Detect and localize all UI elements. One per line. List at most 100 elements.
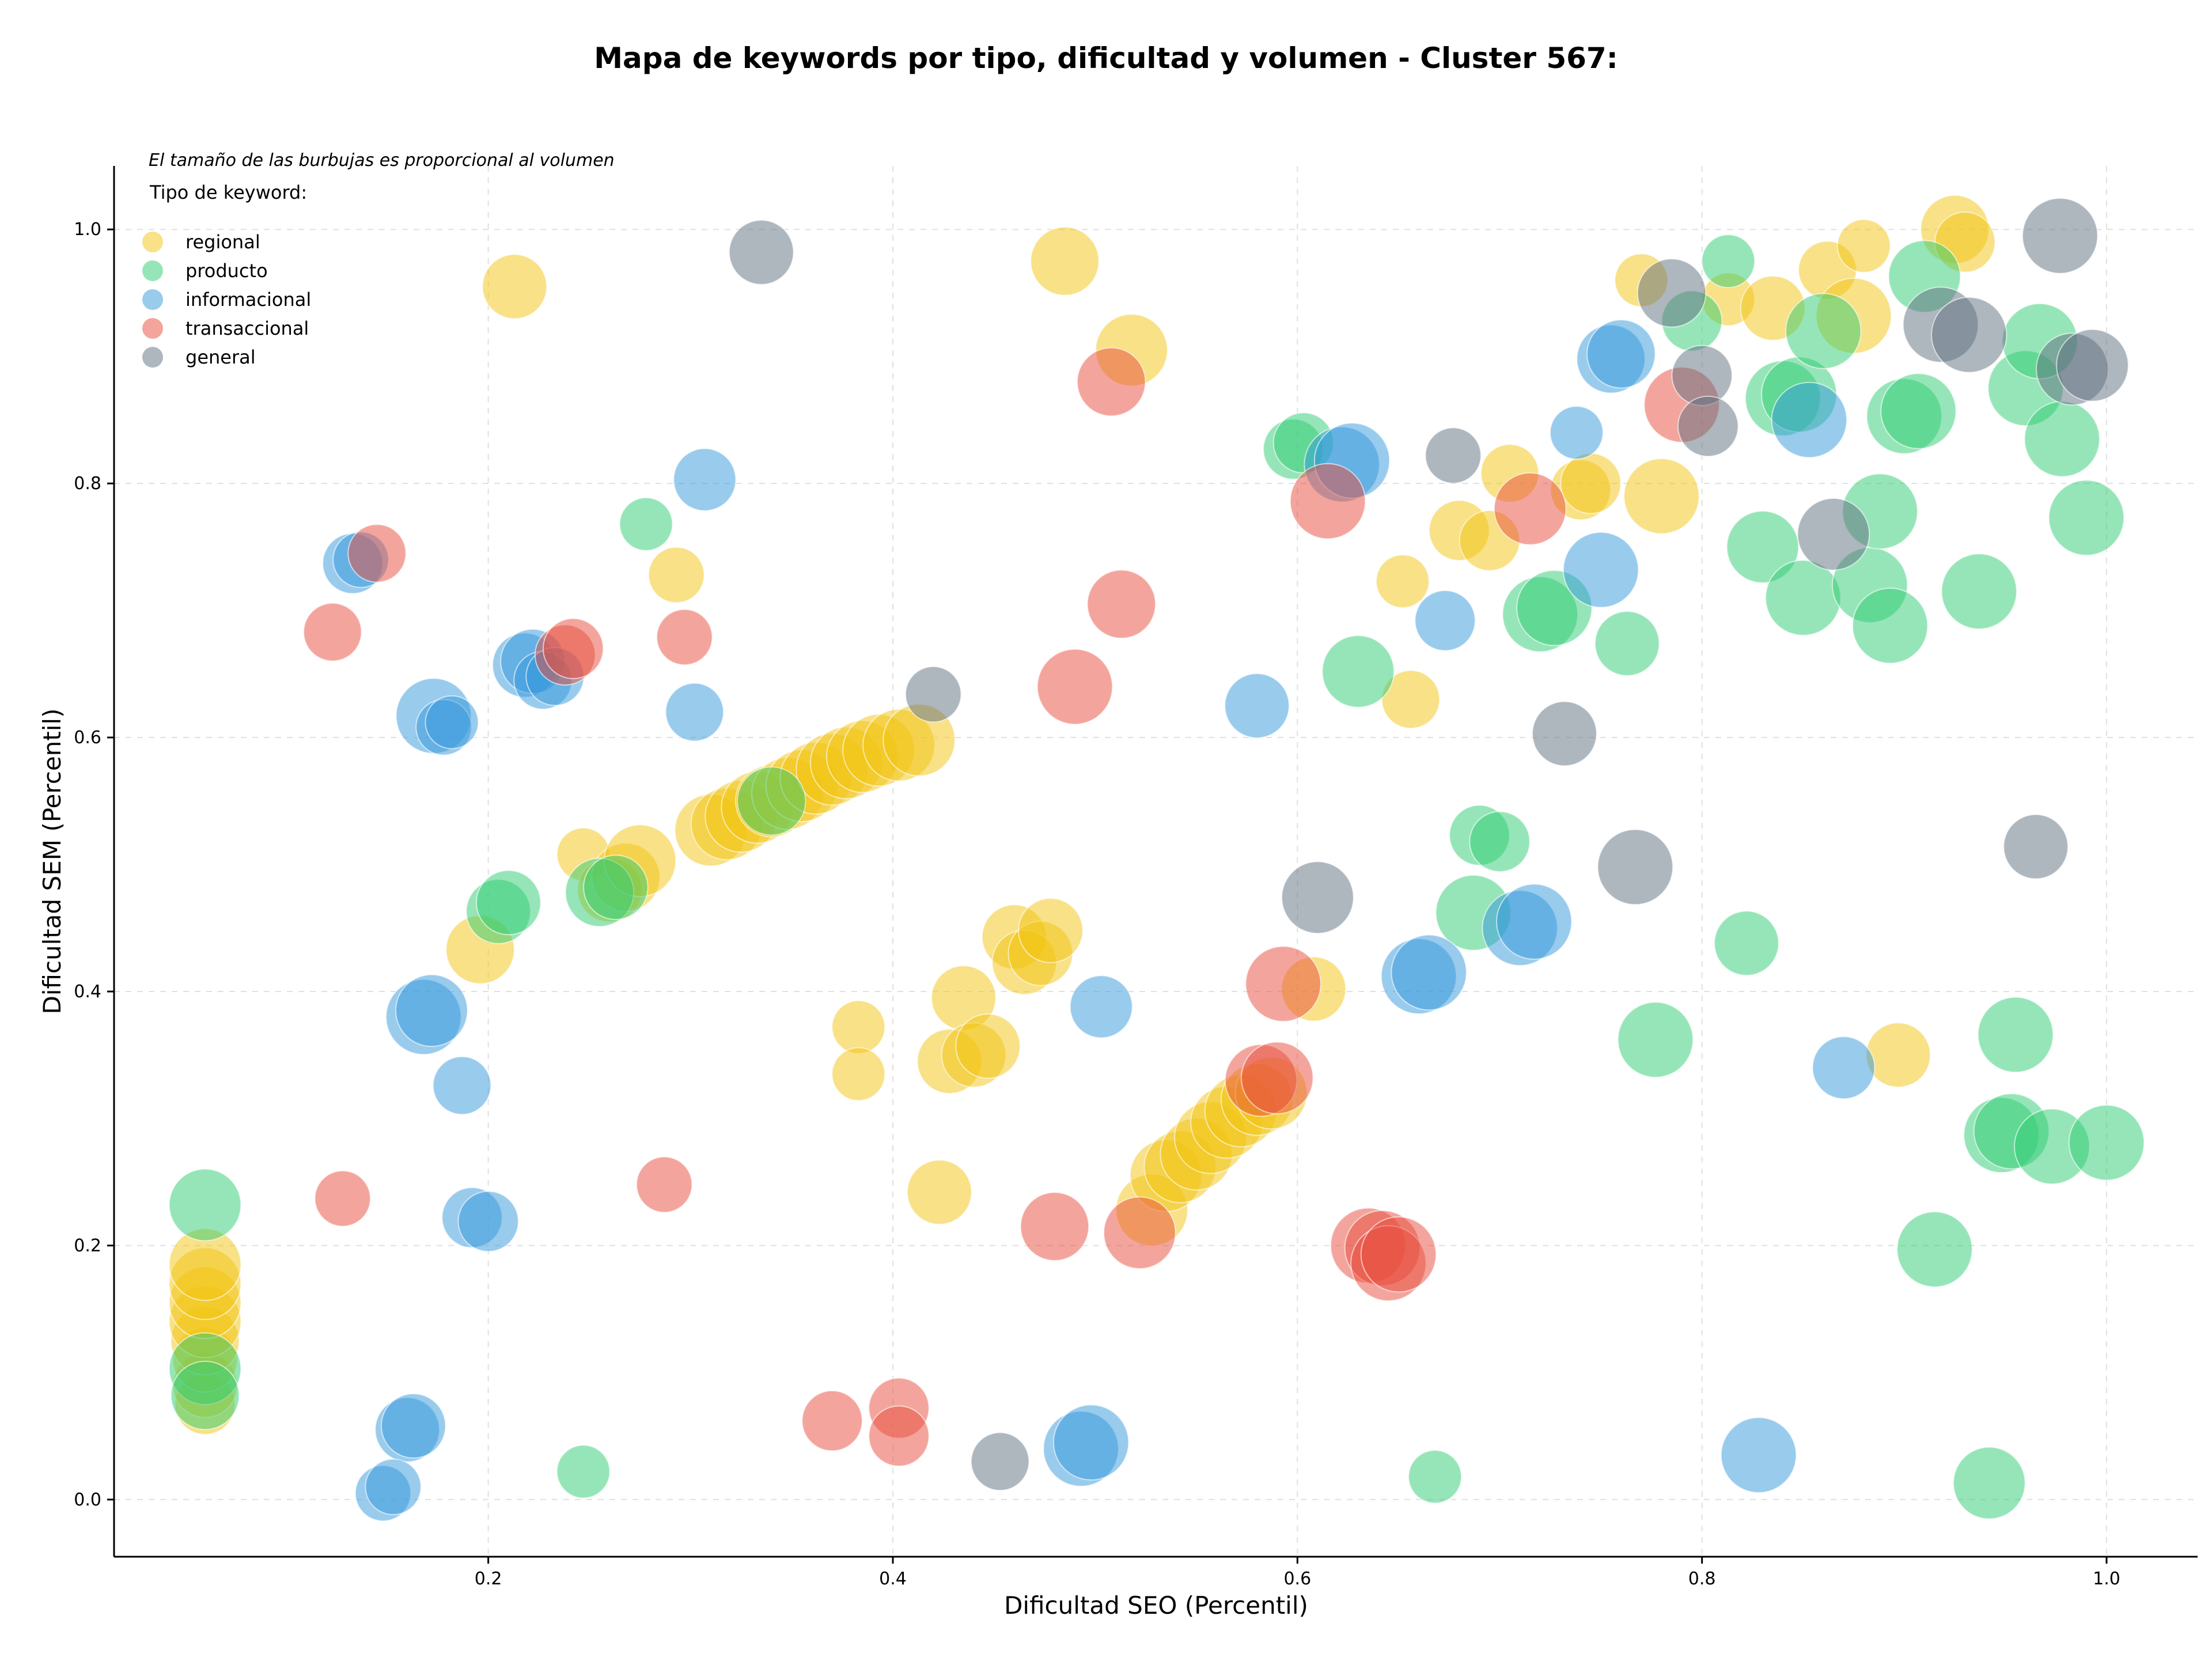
bubble-producto	[1977, 996, 2054, 1073]
bubble-transaccional	[801, 1390, 863, 1452]
bubble-informacional	[380, 1393, 446, 1459]
bubble-informacional	[457, 1190, 519, 1253]
legend-label-general: general	[185, 346, 256, 368]
bubble-producto	[583, 854, 649, 920]
bubble-informacional	[1069, 975, 1133, 1039]
bubble-informacional	[1812, 1036, 1876, 1100]
bubble-regional	[1376, 554, 1430, 608]
bubble-producto	[1852, 587, 1929, 664]
bubble-regional	[831, 1047, 886, 1102]
bubble-producto	[1785, 293, 1862, 369]
series-informacional	[322, 319, 1876, 1522]
bubble-producto	[170, 1360, 240, 1431]
bubble-regional	[648, 546, 705, 604]
bubble-producto	[1617, 1001, 1694, 1078]
chart-title: Mapa de keywords por tipo, dificultad y …	[594, 41, 1618, 75]
legend-marker-transaccional	[142, 318, 163, 339]
x-tick-label: 0.8	[1688, 1569, 1716, 1589]
y-tick-label: 0.2	[74, 1236, 101, 1256]
bubble-regional	[1623, 458, 1700, 535]
bubble-size-note: El tamaño de las burbujas es proporciona…	[149, 150, 615, 171]
bubbles	[168, 195, 2145, 1522]
bubble-general	[1532, 701, 1597, 767]
bubble-informacional	[1771, 381, 1848, 459]
x-axis-ticks: 0.2 0.4 0.6 0.8 1.0	[475, 1557, 2120, 1589]
y-tick-label: 1.0	[74, 220, 101, 240]
bubble-informacional	[365, 1458, 422, 1515]
bubble-general	[1637, 258, 1707, 328]
bubble-transaccional	[1086, 569, 1157, 639]
bubble-general	[2003, 814, 2069, 880]
legend-marker-informacional	[142, 289, 163, 310]
x-tick-label: 1.0	[2093, 1569, 2120, 1589]
bubble-general	[970, 1432, 1030, 1491]
bubble-regional	[907, 1159, 972, 1225]
x-tick-label: 0.4	[879, 1569, 907, 1589]
legend-label-producto: producto	[185, 260, 268, 282]
bubble-transaccional	[1020, 1191, 1090, 1262]
bubble-transaccional	[1103, 1196, 1176, 1270]
bubble-producto	[1408, 1450, 1463, 1504]
bubble-producto	[1714, 910, 1779, 976]
bubble-informacional	[673, 448, 737, 512]
bubble-informacional	[1224, 673, 1290, 739]
bubble-producto	[1701, 234, 1756, 289]
bubble-producto	[2048, 479, 2125, 556]
bubble-general	[1281, 861, 1354, 934]
bubble-informacional	[432, 1055, 492, 1115]
legend-label-transaccional: transaccional	[185, 317, 309, 339]
bubble-transaccional	[1245, 945, 1321, 1022]
bubble-transaccional	[347, 524, 407, 583]
bubble-transaccional	[868, 1405, 930, 1467]
bubble-informacional	[395, 974, 468, 1047]
bubble-transaccional	[1240, 1041, 1314, 1115]
bubble-producto	[1896, 1211, 1973, 1288]
bubble-regional	[1018, 898, 1084, 963]
bubble-regional	[1560, 452, 1622, 514]
bubble-general	[905, 665, 962, 723]
bubble-producto	[737, 766, 806, 836]
bubble-general	[1797, 498, 1870, 571]
legend-marker-producto	[142, 260, 163, 281]
bubble-general	[728, 220, 794, 285]
y-axis-label: Dificultad SEM (Percentil)	[38, 709, 66, 1015]
bubble-regional	[1836, 219, 1891, 273]
bubble-general	[2056, 328, 2129, 402]
legend-title: Tipo de keyword:	[149, 181, 307, 203]
bubble-transaccional	[1036, 648, 1113, 725]
bubble-regional	[1030, 226, 1100, 296]
bubble-transaccional	[542, 618, 604, 679]
bubble-informacional	[1550, 406, 1604, 460]
bubble-informacional	[1052, 1404, 1130, 1481]
bubble-producto	[619, 497, 673, 551]
bubble-general	[1677, 395, 1739, 457]
y-tick-label: 0.0	[74, 1490, 101, 1510]
bubble-regional	[1865, 1022, 1931, 1088]
bubble-producto	[1726, 510, 1800, 584]
x-tick-label: 0.2	[475, 1569, 502, 1589]
bubble-producto	[1469, 811, 1531, 873]
bubble-regional	[1381, 669, 1441, 729]
y-tick-label: 0.6	[74, 728, 101, 748]
bubble-producto	[1594, 611, 1660, 676]
bubble-regional	[482, 253, 548, 320]
series-producto	[168, 234, 2145, 1520]
bubble-general	[1931, 297, 2008, 373]
bubble-informacional	[1562, 531, 1639, 608]
bubble-transaccional	[656, 608, 713, 666]
legend-label-regional: regional	[185, 231, 260, 253]
legend-marker-general	[142, 347, 163, 368]
bubble-informacional	[1496, 883, 1573, 960]
bubble-producto	[1321, 635, 1395, 708]
bubble-producto	[1880, 373, 1957, 449]
bubble-transaccional	[314, 1170, 371, 1227]
bubble-producto	[1953, 1446, 2026, 1520]
bubble-transaccional	[303, 602, 362, 662]
bubble-general	[1425, 427, 1482, 484]
series-transaccional	[303, 347, 1720, 1467]
x-axis-label: Dificultad SEO (Percentil)	[1004, 1591, 1308, 1620]
bubble-general	[1597, 828, 1674, 906]
y-axis-ticks: 0.0 0.2 0.4 0.6 0.8 1.0	[74, 220, 114, 1510]
bubble-informacional	[1414, 590, 1476, 652]
